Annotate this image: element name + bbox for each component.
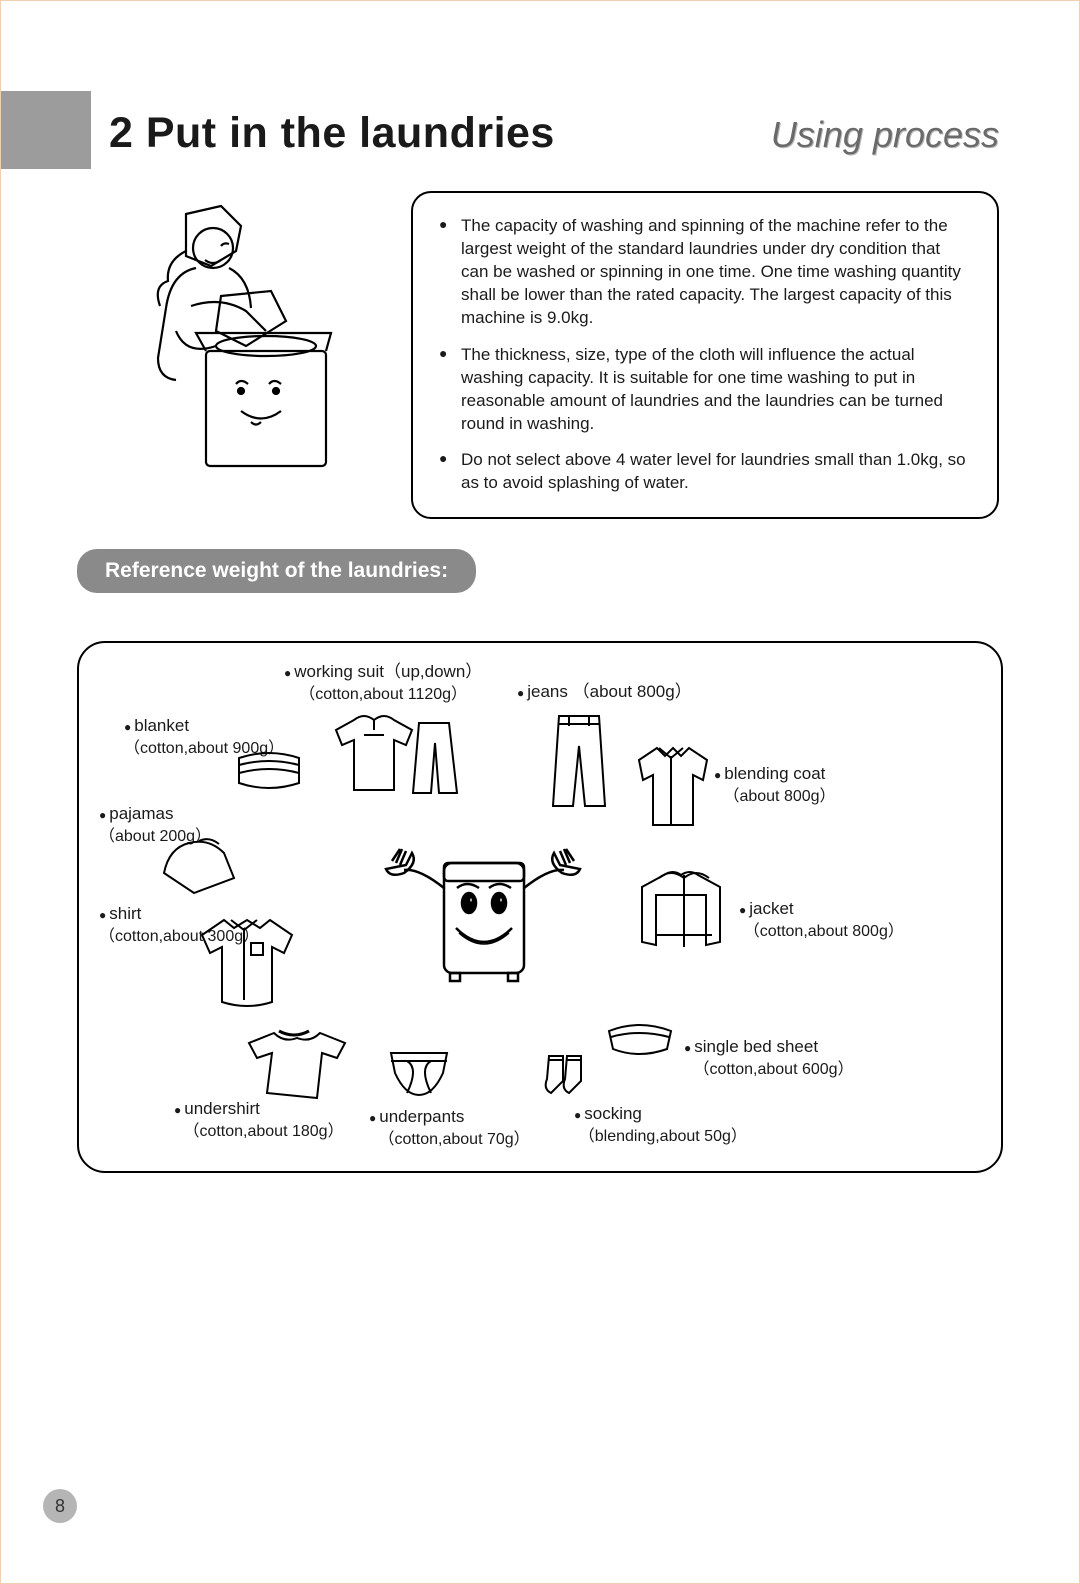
page-subtitle: Using process <box>771 114 999 156</box>
info-bullet: Do not select above 4 water level for la… <box>439 449 971 495</box>
item-blending-coat: ●blending coat （about 800g） <box>714 763 836 808</box>
item-working-suit: ●working suit（up,down） （cotton,about 112… <box>284 661 482 706</box>
underpants-icon <box>379 1043 459 1103</box>
item-single-sheet: ●single bed sheet （cotton,about 600g） <box>684 1036 854 1081</box>
woman-washing-illustration <box>81 191 381 481</box>
info-bullet: The capacity of washing and spinning of … <box>439 215 971 330</box>
page-title: 2 Put in the laundries <box>109 109 555 158</box>
shirt-icon <box>189 908 299 1018</box>
info-bullet: The thickness, size, type of the cloth w… <box>439 344 971 436</box>
top-row: The capacity of washing and spinning of … <box>81 191 999 519</box>
jeans-icon <box>539 708 619 818</box>
blending-coat-icon <box>629 738 714 838</box>
item-underpants: ●underpants （cotton,about 70g） <box>369 1106 530 1151</box>
jacket-icon <box>629 863 739 963</box>
reference-weight-box: ●working suit（up,down） （cotton,about 112… <box>77 641 1003 1173</box>
item-jacket: ●jacket （cotton,about 800g） <box>739 898 904 943</box>
item-undershirt: ●undershirt （cotton,about 180g） <box>174 1098 344 1143</box>
page-header: 2 Put in the laundries Using process <box>109 109 999 158</box>
socks-icon <box>534 1048 594 1108</box>
section-tab <box>1 91 91 169</box>
page-number: 8 <box>43 1489 77 1523</box>
info-box: The capacity of washing and spinning of … <box>411 191 999 519</box>
section-label: Reference weight of the laundries: <box>77 549 476 593</box>
blanket-icon <box>229 743 309 798</box>
sheet-icon <box>599 1013 684 1058</box>
item-jeans: ●jeans （about 800g） <box>517 681 692 703</box>
pajamas-icon <box>149 833 249 903</box>
undershirt-icon <box>239 1021 349 1101</box>
working-suit-icon <box>324 705 464 805</box>
item-socking: ●socking （blending,about 50g） <box>574 1103 747 1148</box>
washing-machine-mascot-icon <box>374 833 584 993</box>
